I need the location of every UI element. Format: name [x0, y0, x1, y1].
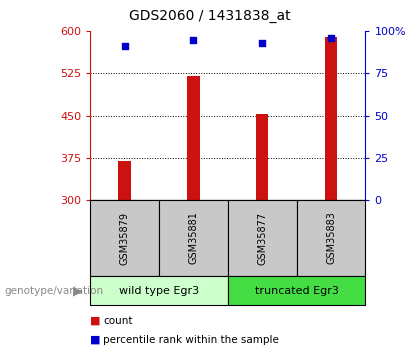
Text: GSM35877: GSM35877: [257, 211, 267, 265]
Text: GDS2060 / 1431838_at: GDS2060 / 1431838_at: [129, 9, 291, 23]
Text: count: count: [103, 316, 132, 326]
Text: truncated Egr3: truncated Egr3: [255, 286, 339, 296]
Text: ■: ■: [90, 335, 101, 345]
Bar: [187, 76, 199, 200]
Text: GSM35881: GSM35881: [189, 211, 199, 265]
Text: wild type Egr3: wild type Egr3: [119, 286, 199, 296]
Bar: [228, 200, 297, 276]
Bar: [228, 276, 365, 305]
Bar: [256, 115, 268, 200]
Text: ▶: ▶: [73, 284, 82, 297]
Bar: [325, 37, 337, 200]
Bar: [90, 200, 159, 276]
Bar: [90, 276, 228, 305]
Point: [259, 40, 265, 46]
Text: GSM35883: GSM35883: [326, 211, 336, 265]
Bar: [159, 200, 228, 276]
Point: [121, 43, 128, 49]
Text: percentile rank within the sample: percentile rank within the sample: [103, 335, 279, 345]
Point: [328, 35, 334, 41]
Point: [190, 37, 197, 42]
Text: genotype/variation: genotype/variation: [4, 286, 103, 296]
Text: GSM35879: GSM35879: [120, 211, 130, 265]
Text: ■: ■: [90, 316, 101, 326]
Bar: [118, 161, 131, 200]
Bar: [297, 200, 365, 276]
